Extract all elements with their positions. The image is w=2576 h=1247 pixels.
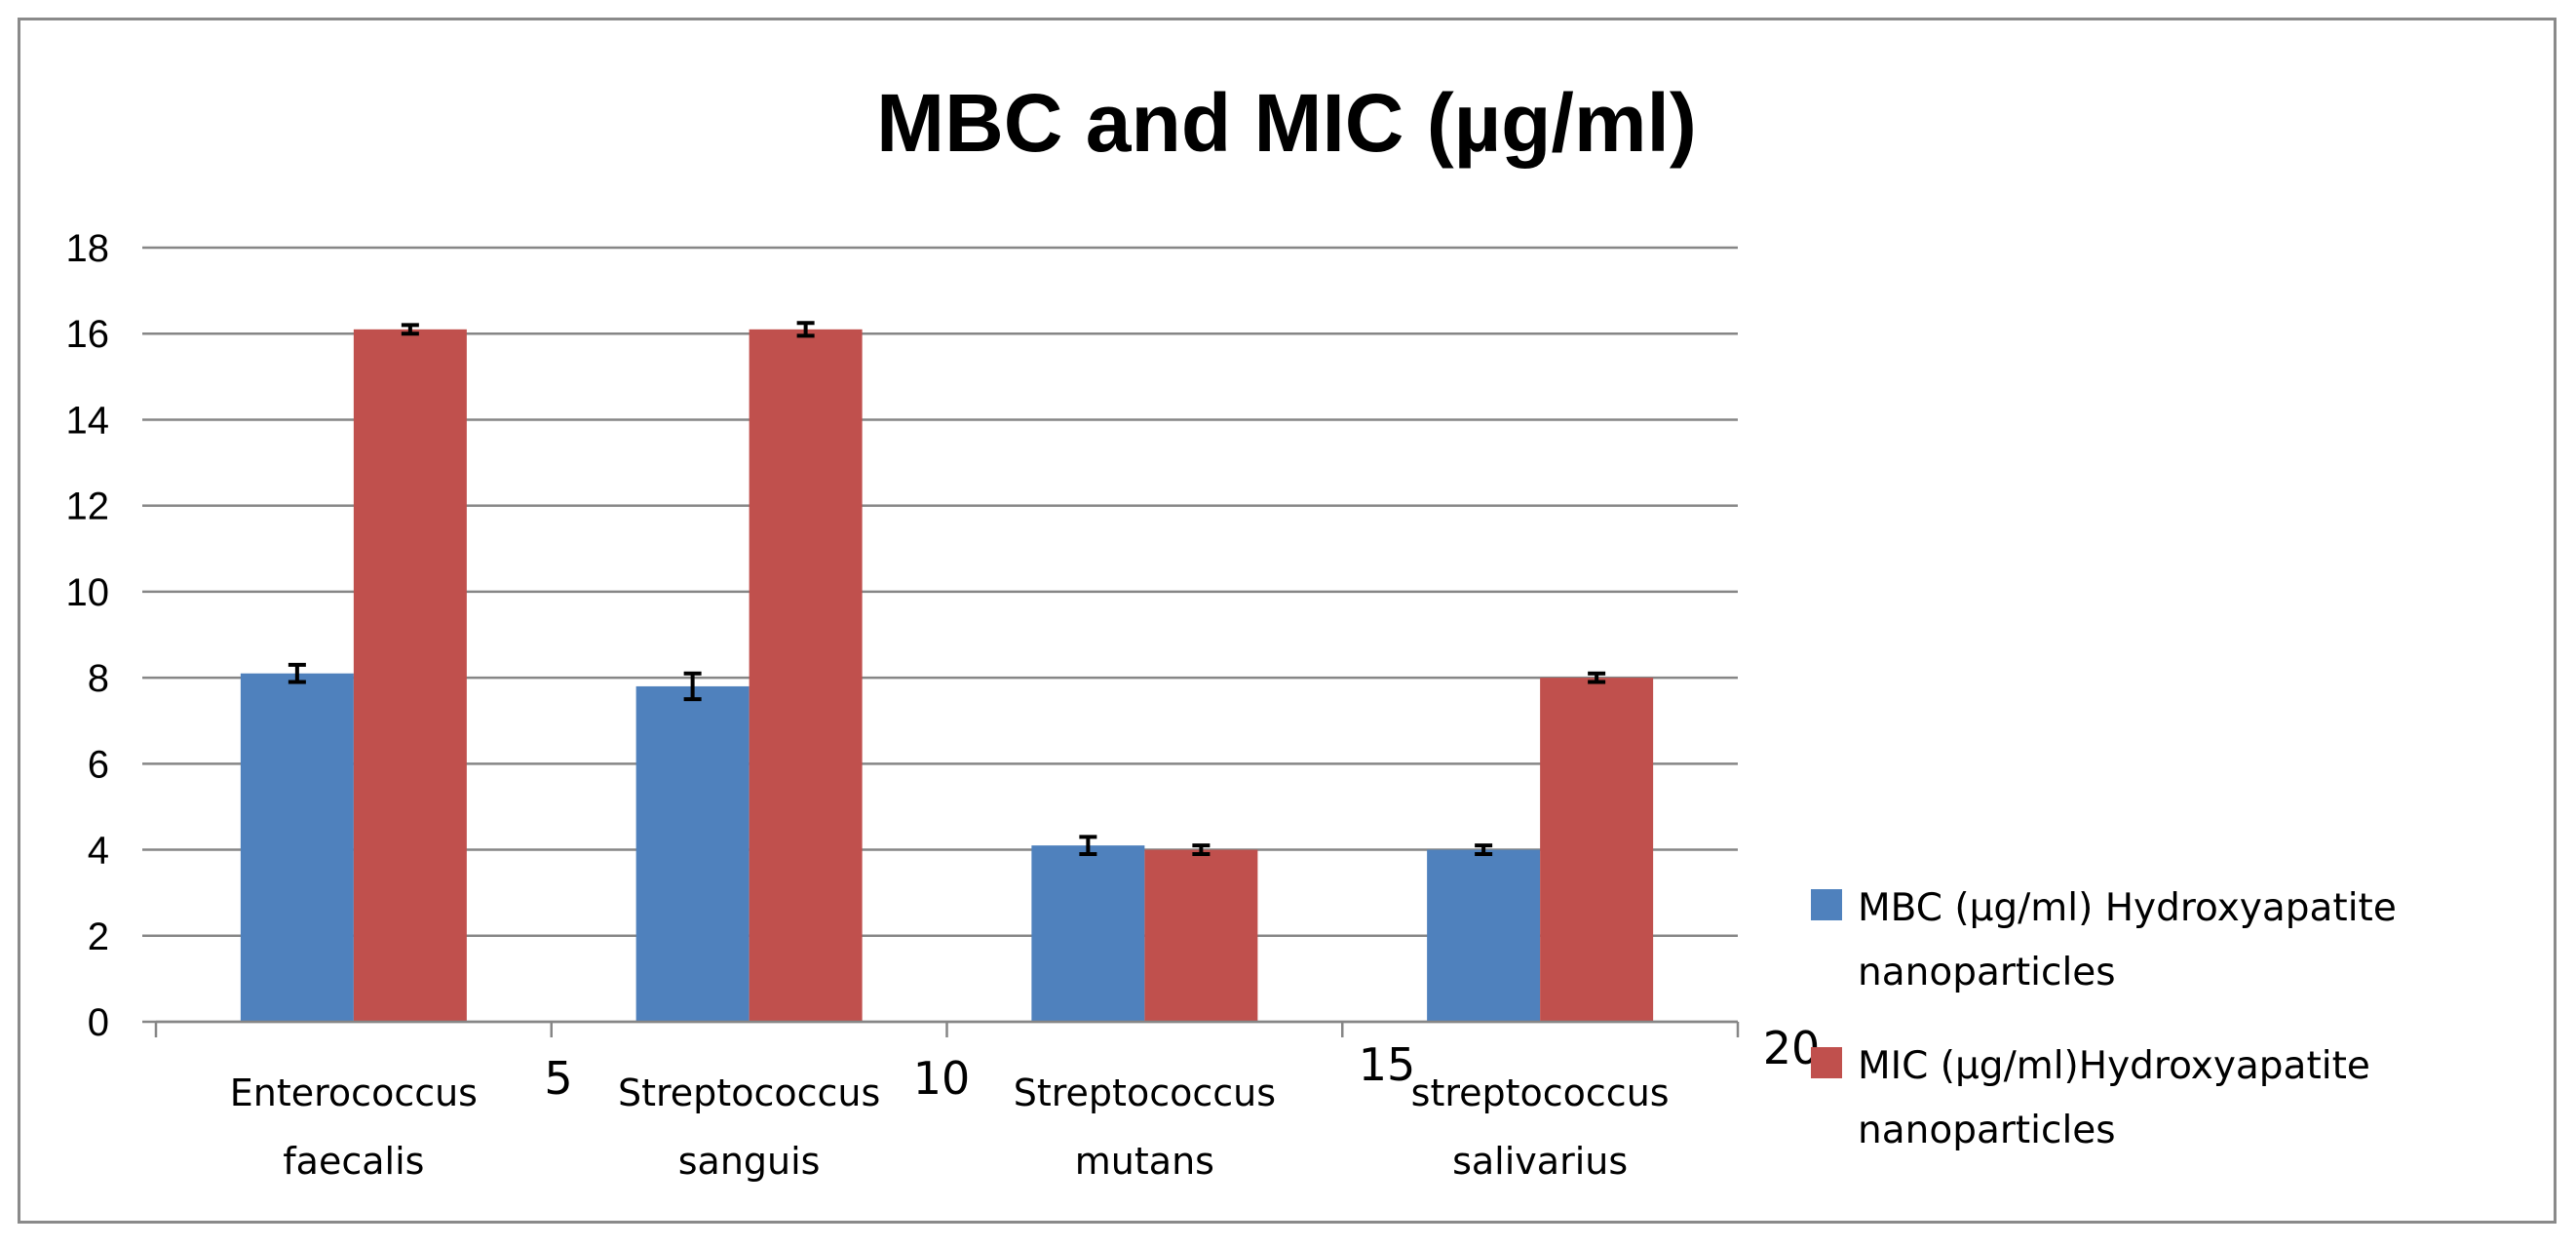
- x-category-label: mutans: [1075, 1140, 1214, 1183]
- x-category-label: faecalis: [283, 1140, 424, 1183]
- legend-swatch: [1811, 1047, 1842, 1078]
- y-tick-label: 0: [88, 1001, 109, 1044]
- x-category-label: Streptococcus: [1014, 1072, 1276, 1114]
- bar: [1540, 678, 1654, 1022]
- y-tick-label: 10: [66, 571, 110, 614]
- y-tick-label: 12: [66, 486, 110, 528]
- y-tick-label: 4: [88, 830, 109, 873]
- x-category-label: Streptococcus: [618, 1072, 880, 1114]
- y-tick-label: 14: [66, 399, 110, 442]
- bar: [749, 329, 863, 1022]
- secondary-x-label: 20: [1763, 1022, 1821, 1074]
- x-category-label: salivarius: [1452, 1140, 1628, 1183]
- x-category-label: sanguis: [678, 1140, 821, 1183]
- bar: [1144, 849, 1258, 1022]
- secondary-x-label: 10: [913, 1052, 971, 1105]
- bar: [353, 329, 467, 1022]
- legend-label: nanoparticles: [1858, 1109, 2116, 1152]
- legend: MBC (µg/ml) Hydroxyapatite nanoparticles M…: [1811, 886, 2397, 1152]
- bar: [1031, 845, 1145, 1022]
- legend-swatch: [1811, 889, 1842, 920]
- legend-label: MBC (µg/ml) Hydroxyapatite: [1858, 886, 2397, 930]
- bars: [240, 321, 1654, 1022]
- y-tick-label: 16: [66, 313, 110, 356]
- x-category-label: streptococcus: [1411, 1072, 1670, 1114]
- x-category-label: Enterococcus: [230, 1072, 478, 1114]
- chart-title: MBC and MIC (µg/ml): [876, 77, 1697, 169]
- legend-label: nanoparticles: [1858, 951, 2116, 994]
- bar: [635, 685, 750, 1022]
- secondary-x-label: 15: [1359, 1038, 1416, 1091]
- axes: 0 2 4 6 8 10 12 14 16 18 Enterococcus faecalis Strep…: [66, 227, 1821, 1183]
- bar: [240, 673, 354, 1022]
- y-tick-label: 18: [66, 227, 110, 270]
- legend-label: MIC (µg/ml)Hydroxyapatite: [1858, 1044, 2370, 1088]
- y-tick-label: 2: [88, 916, 109, 958]
- y-tick-label: 8: [88, 657, 109, 700]
- bar: [1427, 849, 1541, 1022]
- y-tick-label: 6: [88, 743, 109, 786]
- secondary-x-label: 5: [544, 1052, 572, 1105]
